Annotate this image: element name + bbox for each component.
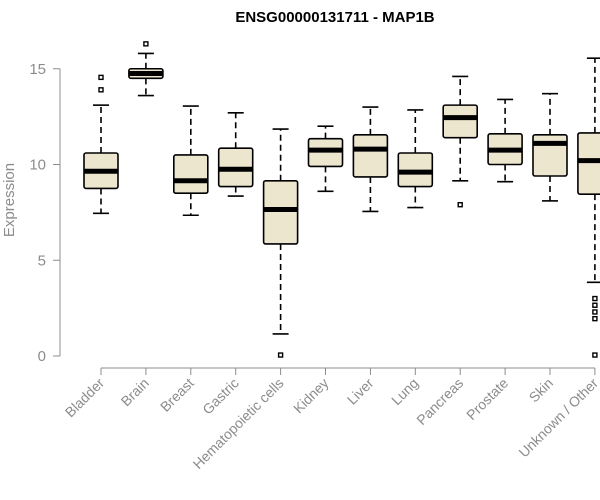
outlier-point (592, 302, 598, 308)
outlier-point (277, 352, 284, 358)
y-tick-label: 10 (29, 157, 46, 174)
y-tick-label: 15 (29, 61, 46, 78)
box-iqr (173, 154, 209, 195)
box-iqr (262, 179, 299, 245)
x-tick-label: Liver (344, 375, 377, 408)
box-group (442, 75, 479, 208)
box-iqr (577, 132, 600, 195)
y-axis: 0 5 10 15 (29, 61, 61, 365)
x-tick-label: Pancreas (413, 375, 466, 428)
outlier-point (98, 74, 104, 81)
y-tick-label: 5 (38, 252, 46, 269)
box-group (262, 128, 299, 358)
x-tick-label: Prostate (463, 375, 511, 423)
y-axis-label: Expression (1, 163, 18, 237)
x-tick-label: Gastric (199, 375, 242, 418)
x-tick-label: Bladder (62, 375, 108, 421)
x-tick-label: Lung (388, 375, 421, 408)
box-group (128, 41, 164, 97)
x-tick-label: Brain (118, 375, 152, 409)
box-iqr (442, 104, 479, 139)
box-group (83, 74, 119, 215)
box-group (173, 105, 209, 217)
outlier-point (592, 309, 598, 315)
chart-title: ENSG00000131711 - MAP1B (235, 9, 434, 26)
box-group (532, 92, 568, 202)
box-group (487, 98, 523, 183)
x-tick-label: Skin (526, 375, 557, 406)
x-tick-label: Kidney (290, 375, 332, 417)
box-group (577, 57, 600, 358)
outlier-point (592, 315, 598, 322)
outlier-point (457, 202, 463, 208)
box-group (352, 106, 389, 213)
outlier-point (592, 352, 598, 358)
plot-area (83, 41, 600, 358)
outlier-point (98, 87, 104, 93)
y-tick-label: 0 (38, 348, 46, 365)
box-iqr (352, 134, 389, 178)
outlier-point (592, 295, 598, 302)
box-group (397, 109, 434, 209)
x-tick-label: Breast (157, 375, 197, 415)
box-group (307, 125, 344, 193)
outlier-point (143, 41, 149, 47)
box-group (217, 111, 254, 197)
x-tick-label: Unknown / Other (515, 375, 600, 461)
